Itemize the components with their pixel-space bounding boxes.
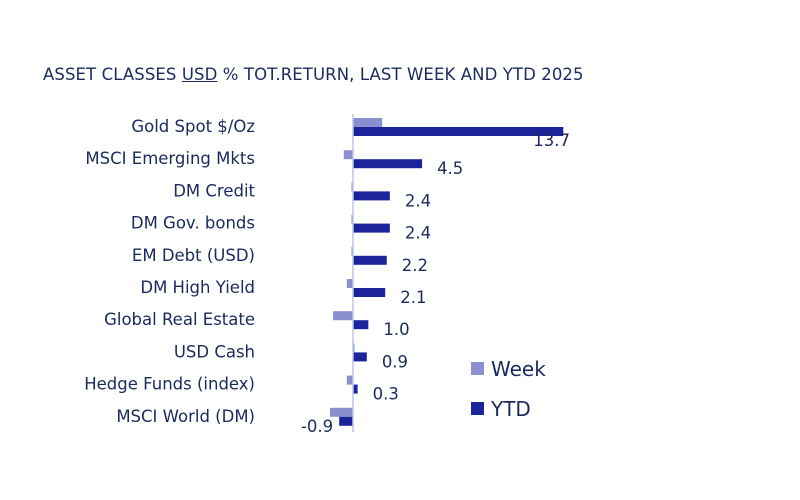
data-label: 1.0 [383, 320, 409, 339]
category-label: DM Gov. bonds [131, 214, 255, 233]
bar-ytd [353, 352, 367, 362]
title-part-1: ASSET CLASSES [43, 65, 182, 84]
category-label: MSCI Emerging Mkts [85, 149, 255, 168]
category-label: EM Debt (USD) [132, 246, 255, 265]
data-label: -0.9 [301, 417, 333, 436]
bar-ytd [353, 288, 386, 297]
category-label: Hedge Funds (index) [84, 375, 255, 394]
bar-week [343, 150, 353, 160]
bar-ytd [353, 127, 564, 136]
bar-ytd [353, 223, 390, 233]
bar-ytd [353, 255, 387, 265]
category-label: MSCI World (DM) [116, 407, 255, 426]
bar-week [346, 375, 353, 385]
legend-label: Week [491, 357, 546, 381]
bar-ytd [339, 416, 353, 426]
category-label: Gold Spot $/Oz [131, 117, 255, 136]
legend-swatch [471, 362, 484, 375]
bar-week [351, 214, 353, 224]
data-label: 0.3 [373, 385, 399, 404]
bar-week [351, 182, 353, 192]
bar-ytd [353, 320, 369, 330]
chart-title: ASSET CLASSES USD % TOT.RETURN, LAST WEE… [43, 65, 584, 84]
data-label: 13.7 [533, 131, 570, 150]
data-label: 2.4 [405, 224, 431, 243]
category-label: DM Credit [173, 181, 255, 200]
title-part-3: % TOT.RETURN, LAST WEEK AND YTD 2025 [217, 65, 584, 84]
category-label: DM High Yield [140, 278, 255, 297]
bar-ytd [353, 159, 423, 169]
data-label: 2.1 [400, 288, 426, 307]
category-label: Global Real Estate [104, 310, 255, 329]
bar-week [351, 246, 353, 256]
category-label: USD Cash [174, 342, 255, 361]
bar-week [329, 407, 353, 417]
data-label: 2.2 [402, 256, 428, 275]
legend-label: YTD [490, 397, 531, 421]
title-part-usd: USD [181, 65, 218, 84]
bar-ytd [353, 384, 358, 394]
data-label: 4.5 [437, 159, 463, 178]
bar-ytd [353, 191, 390, 201]
bar-week [353, 118, 383, 127]
legend-swatch [471, 402, 484, 415]
bar-week [346, 279, 353, 288]
data-label: 2.4 [405, 191, 431, 210]
data-label: 0.9 [382, 352, 408, 371]
bar-week [333, 311, 353, 321]
